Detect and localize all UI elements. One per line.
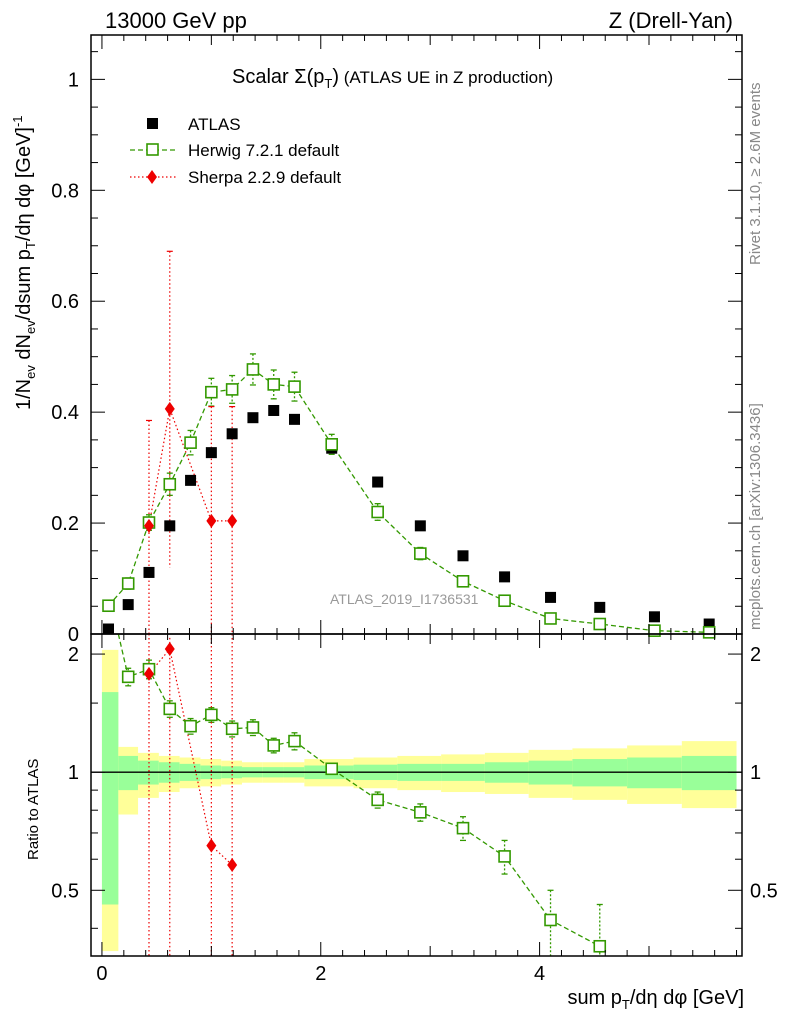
legend-atlas-marker	[147, 118, 158, 129]
herwig-point	[288, 380, 301, 393]
herwig-ratio-point	[121, 670, 135, 684]
main-ytick-label: 0.8	[51, 180, 79, 202]
mcplots-label: mcplots.cern.ch [arXiv:1306.3436]	[747, 403, 764, 630]
herwig-ratio-point	[205, 708, 218, 722]
main-ytick-label: 0.6	[51, 291, 79, 313]
herwig-ratio-point	[498, 850, 511, 863]
xtick-label: 0	[96, 963, 107, 985]
herwig-point	[267, 378, 281, 391]
atlas-point	[103, 623, 115, 635]
herwig-point	[593, 617, 607, 631]
atlas-point	[164, 520, 176, 532]
atlas-point	[457, 550, 469, 562]
sherpa-point	[227, 513, 238, 528]
main-ylabel: 1/Nev dNev/dsum pT/dη dφ [GeV]-1	[10, 115, 38, 410]
herwig-point	[205, 385, 218, 399]
atlas-point	[594, 601, 606, 613]
ratio-ytick-label: 0.5	[51, 880, 79, 902]
atlas-point	[122, 599, 134, 611]
herwig-point	[414, 547, 427, 560]
sherpa-ratio-point	[227, 857, 238, 872]
herwig-point	[246, 363, 260, 376]
herwig-point	[456, 575, 470, 588]
herwig-point	[702, 626, 716, 639]
sherpa-line	[148, 406, 233, 526]
legend: ATLAS Herwig 7.2.1 default Sherpa 2.2.9 …	[130, 115, 341, 187]
atlas-point	[545, 591, 557, 603]
analysis-watermark: ATLAS_2019_I1736531	[330, 591, 479, 607]
herwig-point	[225, 383, 239, 396]
atlas-point	[268, 404, 280, 416]
atlas-point	[205, 447, 217, 459]
main-ytick-label: 0.2	[51, 513, 79, 535]
herwig-point	[102, 599, 115, 613]
sherpa-point	[206, 513, 217, 528]
herwig-point	[163, 477, 177, 491]
ratio-ytick-label-right: 2	[750, 644, 761, 666]
ratio-ytick-label-right: 0.5	[750, 880, 778, 902]
atlas-point	[372, 476, 384, 488]
herwig-ratio-point	[371, 793, 384, 807]
herwig-point	[121, 577, 135, 590]
ratio-ylabel: Ratio to ATLAS	[25, 759, 42, 860]
atlas-point	[143, 566, 155, 578]
atlas-point	[499, 571, 511, 583]
sherpa-ratio-line	[148, 647, 233, 866]
xtick-label: 4	[534, 963, 545, 985]
herwig-ratio-point	[246, 721, 260, 734]
legend-sherpa-label: Sherpa 2.2.9 default	[188, 168, 341, 187]
ratio-band-inner	[101, 692, 119, 905]
main-panel: 0 0.2 0.4 0.6 0.8 1 Scalar Σ(pT) (ATLAS UE in…	[10, 34, 743, 646]
herwig-ratio-point	[593, 939, 607, 953]
atlas-point	[414, 520, 426, 532]
legend-atlas-label: ATLAS	[188, 115, 241, 134]
x-axis-label: sum pT/dη dφ [GeV]	[567, 987, 744, 1012]
ratio-ytick-label-right: 1	[750, 762, 761, 784]
herwig-point	[184, 436, 197, 449]
main-ytick-label: 0	[68, 624, 79, 646]
ratio-band-inner	[118, 755, 139, 791]
herwig-point	[544, 612, 557, 625]
header-energy: 13000 GeV pp	[105, 8, 247, 33]
sherpa-ratio-point	[164, 642, 175, 657]
chart-title: Scalar Σ(pT) (ATLAS UE in Z production)	[232, 66, 553, 91]
ratio-ytick-label: 2	[68, 644, 79, 666]
ratio-frame	[90, 633, 743, 957]
header-process: Z (Drell-Yan)	[609, 8, 733, 33]
herwig-ratio-point	[325, 762, 339, 776]
sherpa-point	[164, 401, 175, 416]
herwig-ratio-point	[414, 806, 427, 819]
main-ytick-label: 1	[68, 69, 79, 91]
main-ytick-label: 0.4	[51, 402, 79, 424]
herwig-ratio-point	[456, 821, 470, 835]
herwig-ratio-point	[267, 739, 281, 752]
rivet-label: Rivet 3.1.10, ≥ 2.6M events	[747, 83, 764, 266]
herwig-ratio-point	[288, 734, 301, 748]
herwig-point	[498, 594, 511, 608]
herwig-ratio-point	[184, 719, 197, 733]
ratio-ytick-label: 1	[68, 762, 79, 784]
xtick-label: 2	[315, 963, 326, 985]
ratio-band-inner	[681, 755, 737, 791]
sherpa-ratio-point	[143, 666, 154, 681]
atlas-point	[289, 413, 301, 425]
herwig-ratio-point	[163, 702, 177, 716]
herwig-point	[371, 505, 384, 519]
herwig-point	[325, 438, 339, 451]
herwig-ratio-point	[225, 722, 239, 736]
ratio-band-inner	[627, 757, 682, 789]
atlas-point	[703, 618, 715, 630]
sherpa-point	[143, 518, 154, 533]
atlas-point	[648, 611, 660, 623]
atlas-point	[185, 474, 197, 486]
herwig-ratio-point	[544, 913, 557, 927]
legend-herwig-label: Herwig 7.2.1 default	[188, 141, 339, 160]
sherpa-ratio-point	[206, 838, 217, 853]
atlas-point	[226, 428, 238, 440]
legend-herwig-marker	[146, 143, 159, 156]
legend-sherpa-marker	[147, 170, 157, 184]
atlas-point	[247, 412, 259, 424]
